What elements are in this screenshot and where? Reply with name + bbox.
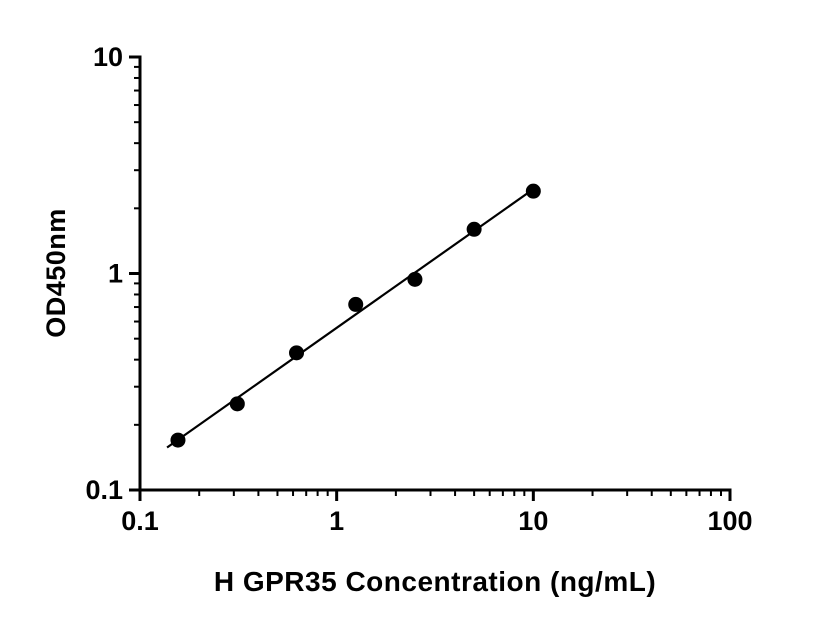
svg-text:0.1: 0.1 bbox=[121, 506, 159, 536]
data-points bbox=[170, 183, 541, 448]
y-axis-ticks: 0.1 1 10 bbox=[85, 42, 140, 505]
data-point bbox=[170, 432, 186, 448]
data-point bbox=[229, 396, 245, 412]
svg-text:10: 10 bbox=[518, 506, 548, 536]
svg-text:0.1: 0.1 bbox=[85, 475, 123, 505]
axes bbox=[138, 55, 732, 492]
data-point bbox=[407, 271, 423, 287]
svg-text:10: 10 bbox=[93, 42, 123, 72]
data-point bbox=[289, 345, 305, 361]
svg-text:100: 100 bbox=[707, 506, 752, 536]
svg-text:1: 1 bbox=[108, 259, 123, 289]
data-point bbox=[348, 296, 364, 312]
svg-text:1: 1 bbox=[329, 506, 344, 536]
x-axis-ticks: 0.1 1 10 100 bbox=[121, 490, 753, 536]
data-point bbox=[525, 183, 541, 199]
x-axis-title: H GPR35 Concentration (ng/mL) bbox=[213, 566, 657, 597]
data-point bbox=[466, 221, 482, 237]
